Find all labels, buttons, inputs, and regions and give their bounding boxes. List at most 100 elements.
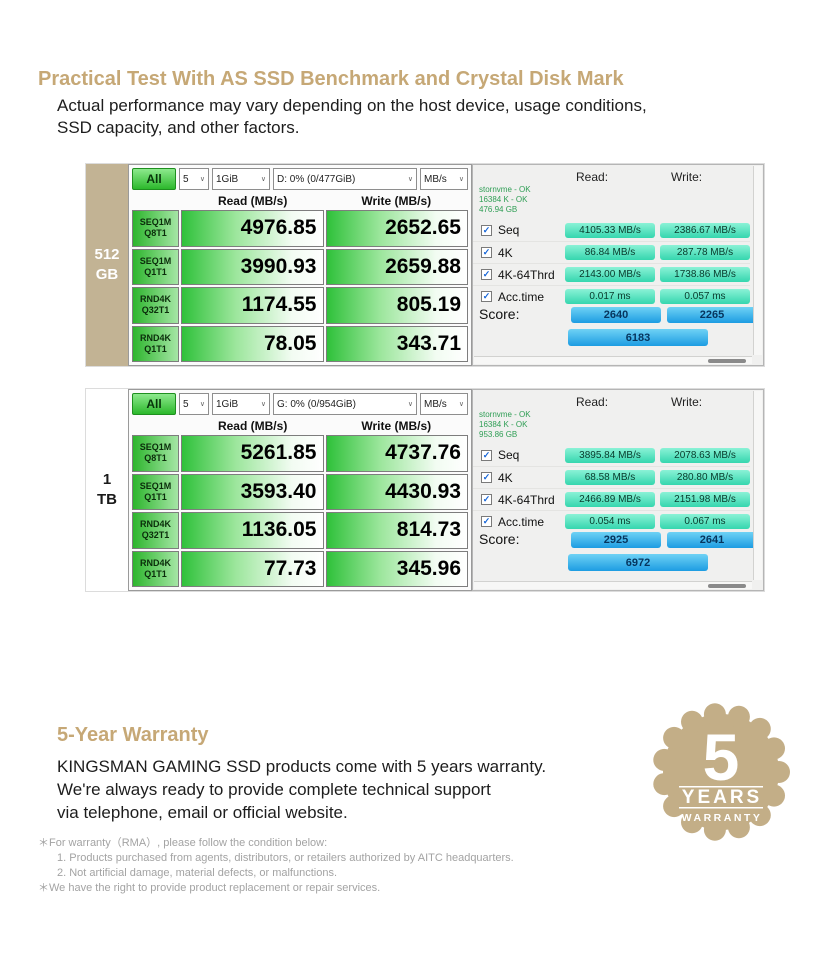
asssd-read-value: 4105.33 MB/s [565,222,655,238]
checkbox-checked-icon[interactable]: ✓ [481,494,492,505]
fine-print-line: ＊We have the right to provide product re… [38,882,381,894]
cdm-test-label-button[interactable]: RND4K Q1T1 [132,325,179,362]
cdm-row-rnd4k-q1t1: RND4K Q1T1 77.73 345.96 [132,550,468,587]
asssd-info-line: 476.94 GB [479,205,518,214]
cdm-all-button[interactable]: All [132,393,176,415]
asssd-total-score: 6183 [568,329,708,346]
cdm-test-queue: Q32T1 [141,530,170,541]
crystaldiskmark-window: All 5 ∨ 1GiB ∨ D: 0% (0/477GiB) ∨ MB/s ∨ [128,164,472,366]
checkbox-checked-icon[interactable]: ✓ [481,472,492,483]
cdm-read-value[interactable]: 1174.55 [181,287,324,324]
asssd-write-value: 0.067 ms [660,514,750,529]
cdm-test-label-button[interactable]: SEQ1M Q8T1 [132,435,179,472]
cdm-all-button[interactable]: All [132,168,176,190]
cdm-test-size-select[interactable]: 1GiB ∨ [212,393,270,415]
checkbox-checked-icon[interactable]: ✓ [481,291,492,302]
cdm-write-value[interactable]: 343.71 [325,325,468,362]
asssd-read-value: 68.58 MB/s [565,470,655,485]
asssd-write-value: 2151.98 MB/s [660,492,750,507]
cdm-test-name: RND4K [139,332,171,343]
warranty-body-line: We're always ready to provide complete t… [57,780,491,799]
cdm-drive-select[interactable]: D: 0% (0/477GiB) ∨ [273,168,417,190]
checkbox-checked-icon[interactable]: ✓ [481,224,492,236]
capacity-value: 1 [102,471,112,488]
cdm-test-label-button[interactable]: RND4K Q1T1 [132,550,179,587]
cdm-unit-value: MB/s [424,173,447,185]
cdm-unit-select[interactable]: MB/s ∨ [420,168,468,190]
cdm-read-value[interactable]: 3593.40 [181,473,324,510]
asssd-score-label: Score: [479,531,520,547]
scrollbar-thumb[interactable] [708,359,746,363]
asssd-results: ✓ Seq 4105.33 MB/s 2386.67 MB/s ✓ 4K 86.… [473,219,750,307]
cdm-write-value[interactable]: 4430.93 [325,473,468,510]
cdm-test-count-select[interactable]: 5 ∨ [179,393,209,415]
cdm-row-rnd4k-q32t1: RND4K Q32T1 1136.05 814.73 [132,512,468,549]
cdm-test-label-button[interactable]: RND4K Q32T1 [132,512,179,549]
cdm-test-label-button[interactable]: SEQ1M Q8T1 [132,210,179,247]
cdm-test-count-value: 5 [183,398,189,410]
crystaldiskmark-window: All 5 ∨ 1GiB ∨ G: 0% (0/954GiB) ∨ MB/s ∨ [128,389,472,591]
cdm-test-label-button[interactable]: SEQ1M Q1T1 [132,248,179,285]
cdm-test-size-select[interactable]: 1GiB ∨ [212,168,270,190]
asssd-write-value: 0.057 ms [660,289,750,304]
asssd-write-value: 287.78 MB/s [660,245,750,260]
cdm-read-value[interactable]: 5261.85 [181,435,324,472]
cdm-test-count-select[interactable]: 5 ∨ [179,168,209,190]
asssd-write-score: 2641 [667,532,757,548]
badge-years-label: YEARS [682,787,762,808]
cdm-read-value[interactable]: 1136.05 [181,512,324,549]
asssd-window: Read: Write: stornvme - OK 16384 K - OK … [472,164,764,366]
cdm-read-value[interactable]: 78.05 [181,325,324,362]
cdm-drive-select[interactable]: G: 0% (0/954GiB) ∨ [273,393,417,415]
cdm-write-value[interactable]: 4737.76 [325,435,468,472]
page-subtitle: Actual performance may vary depending on… [57,95,647,139]
cdm-test-name: RND4K [139,519,171,530]
cdm-read-value[interactable]: 4976.85 [181,210,324,247]
asssd-row-4k-64thrd: ✓ 4K-64Thrd 2466.89 MB/s 2151.98 MB/s [473,488,750,510]
asssd-read-value: 2466.89 MB/s [565,492,655,507]
checkbox-checked-icon[interactable]: ✓ [481,516,492,527]
cdm-unit-select[interactable]: MB/s ∨ [420,393,468,415]
asssd-total-score: 6972 [568,554,708,571]
asssd-read-value: 0.017 ms [565,289,655,304]
cdm-read-header: Read (MB/s) [217,193,288,208]
warranty-fine-print: ＊For warranty（RMA）, please follow the co… [38,836,514,896]
cdm-test-label-button[interactable]: RND4K Q32T1 [132,287,179,324]
horizontal-scrollbar[interactable] [474,356,752,364]
checkbox-checked-icon[interactable]: ✓ [481,269,492,280]
cdm-test-queue: Q1T1 [144,568,167,579]
cdm-write-value[interactable]: 2659.88 [325,248,468,285]
chevron-down-icon: ∨ [458,176,464,183]
chevron-down-icon: ∨ [407,176,413,183]
vertical-scrollbar[interactable] [753,166,762,355]
asssd-write-header: Write: [671,170,703,184]
vertical-scrollbar[interactable] [753,391,762,580]
checkbox-checked-icon[interactable]: ✓ [481,247,492,258]
fine-print-line: 1. Products purchased from agents, distr… [57,852,514,864]
asssd-read-value: 86.84 MB/s [565,245,655,260]
cdm-column-headers: Read (MB/s) Write (MB/s) [132,417,468,434]
cdm-write-value[interactable]: 805.19 [325,287,468,324]
cdm-row-rnd4k-q1t1: RND4K Q1T1 78.05 343.71 [132,325,468,362]
capacity-unit: GB [95,266,119,283]
cdm-read-value[interactable]: 77.73 [181,550,324,587]
fine-print-line: ＊For warranty（RMA）, please follow the co… [38,837,328,849]
cdm-test-label-button[interactable]: SEQ1M Q1T1 [132,473,179,510]
chevron-down-icon: ∨ [199,401,205,408]
asssd-test-label: Acc.time [498,289,545,304]
warranty-body: KINGSMAN GAMING SSD products come with 5… [57,755,546,824]
cdm-read-value[interactable]: 3990.93 [181,248,324,285]
cdm-write-value[interactable]: 2652.65 [325,210,468,247]
horizontal-scrollbar[interactable] [474,581,752,589]
asssd-read-score: 2925 [571,532,661,548]
cdm-write-value[interactable]: 814.73 [325,512,468,549]
cdm-write-value[interactable]: 345.96 [325,550,468,587]
asssd-drive-info: stornvme - OK 16384 K - OK 953.86 GB [479,410,531,440]
scrollbar-thumb[interactable] [708,584,746,588]
asssd-row-acc-time: ✓ Acc.time 0.054 ms 0.067 ms [473,510,750,532]
cdm-test-queue: Q32T1 [141,305,170,316]
checkbox-checked-icon[interactable]: ✓ [481,449,492,461]
benchmark-panel-1tb: 1 TB All 5 ∨ 1GiB ∨ G: 0% (0/954GiB) ∨ [85,388,765,592]
badge-number: 5 [703,720,740,794]
